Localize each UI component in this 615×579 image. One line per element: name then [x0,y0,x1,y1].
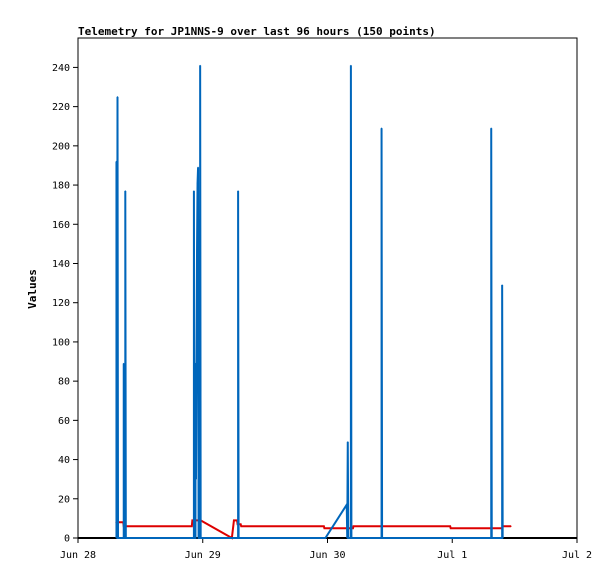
y-tick-label: 60 [58,416,70,427]
series-2-point [502,537,504,539]
y-tick-label: 40 [58,455,70,466]
y-tick-label: 200 [52,141,70,152]
series-1-point [240,523,242,525]
series-layer [78,64,577,540]
series-2-point [347,441,349,443]
series-1-point [233,519,235,521]
series-1-point [352,525,355,527]
x-axis-ticks: Jun 28 Jun 29 Jun 30 Jul 1 Jul 2 [60,538,592,561]
series-1-point [352,527,354,529]
series-2-point [194,537,197,539]
y-tick-label: 120 [52,298,70,309]
series-2-point [195,478,197,480]
series-line-2 [115,65,504,539]
series-2-point [491,537,493,539]
x-tick-label: Jun 30 [309,550,345,561]
series-2-point [194,362,197,365]
series-1-point [191,519,193,521]
series-2-point [125,537,127,539]
series-2-point [237,190,239,192]
series-2-point [193,537,196,539]
series-1-point [449,525,451,527]
series-2-point [346,504,348,506]
chart-title: Telemetry for JP1NNS-9 over last 96 hour… [78,25,436,38]
y-tick-label: 80 [58,377,70,388]
y-tick-label: 180 [52,181,70,192]
series-2-point [123,537,125,539]
series-1-point [450,527,452,529]
series-2-point [324,537,327,539]
series-2-point [196,182,199,184]
series-1-point [191,525,193,527]
series-line-1 [115,519,511,540]
series-2-point [117,537,119,539]
x-tick-label: Jul 1 [437,550,467,561]
series-2-point [381,537,383,539]
series-2-point [197,166,199,169]
series-2-point [350,64,352,67]
series-2-point [350,537,353,539]
series-2-point [346,537,348,539]
y-axis-ticks: 0 20 40 60 80 100 120 140 160 180 200 220 240 [52,63,78,545]
series-2-point [501,284,503,286]
y-tick-label: 0 [64,534,70,545]
series-2-point [124,190,126,192]
x-tick-label: Jun 28 [60,550,96,561]
series-2-point [196,249,198,251]
series-1-point [510,525,512,527]
series-2-point [116,537,118,539]
series-2-point [380,127,383,129]
series-2-point [116,96,119,98]
y-tick-label: 140 [52,259,70,270]
series-2-point [490,127,492,129]
y-tick-label: 20 [58,494,70,505]
series-1-point [240,525,242,527]
y-axis-label: Values [26,269,39,309]
series-1-point [323,527,325,529]
y-tick-label: 160 [52,220,70,231]
x-tick-label: Jun 29 [185,550,221,561]
series-2-point [238,537,240,539]
series-2-point [197,537,200,539]
y-tick-label: 220 [52,102,70,113]
series-2-point [193,190,195,192]
series-2-point [347,537,349,539]
y-tick-label: 100 [52,337,70,348]
series-1-point [323,525,325,527]
x-tick-label: Jul 2 [562,550,592,561]
series-2-point [199,64,201,67]
y-tick-label: 240 [52,63,70,74]
series-2-point [123,362,125,365]
series-2-point [115,160,118,163]
series-2-point [200,537,202,539]
